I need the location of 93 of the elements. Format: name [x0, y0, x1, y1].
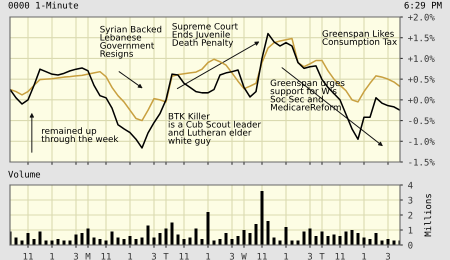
- annotation: Greenspan Likes Consumption Tax: [322, 30, 397, 47]
- annotation: Supreme Court Ends Juvenile Death Penalty: [172, 22, 238, 48]
- y-tick-label: +1.5%: [408, 34, 435, 42]
- bar: [320, 232, 324, 245]
- bar: [32, 239, 36, 245]
- bar: [332, 234, 336, 245]
- bar: [266, 221, 270, 245]
- bar: [356, 233, 360, 245]
- x-tick-label: M: [86, 252, 90, 260]
- x-tick-label: T: [163, 252, 169, 260]
- bar: [164, 228, 168, 245]
- x-tick-label: 3: [230, 252, 234, 260]
- bar: [374, 233, 378, 245]
- bar: [80, 233, 84, 245]
- bar: [158, 233, 162, 245]
- x-tick-label: 3: [308, 252, 312, 260]
- bar: [272, 238, 276, 245]
- bar: [386, 239, 390, 245]
- y-tick-label: 1: [408, 226, 412, 234]
- bar: [116, 238, 120, 245]
- bar: [338, 236, 342, 245]
- bar: [218, 239, 222, 245]
- bar: [152, 238, 156, 245]
- annotation: Syrian Backed Lebanese Government Resigns: [100, 26, 162, 59]
- bar: [230, 239, 234, 245]
- bar: [188, 238, 192, 245]
- bar: [206, 212, 210, 245]
- y-axis-title: Millions: [424, 194, 432, 236]
- y-tick-label: 3: [408, 196, 412, 204]
- x-tick-label: 1: [206, 252, 210, 260]
- x-tick-label: 1: [128, 252, 132, 260]
- x-tick-label: W: [241, 252, 247, 260]
- bar: [14, 238, 18, 245]
- y-tick-label: -0.5%: [409, 117, 435, 124]
- bar: [170, 222, 174, 245]
- annotation: BTK Killer is a Cub Scout leader and Lutheran elder white guy: [168, 112, 262, 146]
- bar: [236, 236, 240, 245]
- y-tick-label: 4: [408, 182, 413, 188]
- x-tick-label: 3: [152, 252, 156, 260]
- y-tick-label: -1.0%: [409, 138, 435, 145]
- x-tick-label: 3: [74, 252, 78, 260]
- bar: [284, 227, 288, 245]
- y-tick-label: +0.0%: [408, 96, 435, 104]
- chart-title: 0000 1-Minute: [8, 2, 78, 9]
- y-tick-label: 0: [408, 242, 412, 249]
- bar: [26, 233, 30, 245]
- x-tick-label: 11: [180, 252, 189, 260]
- bar: [224, 233, 228, 245]
- y-tick-label: 2: [408, 212, 412, 218]
- bar: [242, 230, 246, 245]
- annotation: remained up through the week: [41, 127, 118, 144]
- bar: [56, 239, 60, 245]
- bar: [38, 232, 42, 245]
- x-tick-label: 11: [258, 252, 267, 260]
- bar: [314, 236, 318, 245]
- bar: [194, 228, 198, 245]
- bar: [302, 232, 306, 245]
- x-tick-label: 11: [336, 252, 345, 260]
- bar: [362, 238, 366, 245]
- x-tick-label: 1: [50, 252, 54, 260]
- bar: [326, 236, 330, 245]
- y-tick-label: +0.5%: [408, 76, 435, 83]
- text: 6:29 PM: [404, 2, 442, 9]
- bar: [128, 236, 132, 245]
- bar: [74, 234, 78, 245]
- bar: [92, 238, 96, 245]
- bar: [122, 239, 126, 245]
- bar: [350, 230, 354, 245]
- y-tick-label: -1.5%: [409, 158, 435, 166]
- bar: [176, 234, 180, 245]
- bar: [254, 224, 258, 245]
- bar: [344, 232, 348, 245]
- x-tick-label: 11: [24, 252, 33, 260]
- bar: [248, 233, 252, 245]
- bar: [134, 239, 138, 245]
- x-tick-label: 1: [362, 252, 366, 260]
- bar: [86, 228, 90, 245]
- x-tick-label: 1: [284, 252, 288, 260]
- bar: [110, 232, 114, 245]
- y-tick-label: +2.0%: [408, 14, 435, 21]
- bar: [200, 239, 204, 245]
- x-tick-label: T: [319, 252, 325, 260]
- chart-title: Volume: [8, 170, 40, 178]
- bar: [368, 239, 372, 245]
- bar: [182, 239, 186, 245]
- bar: [308, 228, 312, 245]
- bar: [146, 226, 150, 245]
- x-tick-label: 3: [386, 252, 390, 260]
- bar: [98, 239, 102, 245]
- bar: [140, 238, 144, 245]
- y-tick-label: +1.0%: [408, 55, 435, 62]
- x-tick-label: 11: [102, 252, 111, 260]
- bar: [260, 191, 264, 245]
